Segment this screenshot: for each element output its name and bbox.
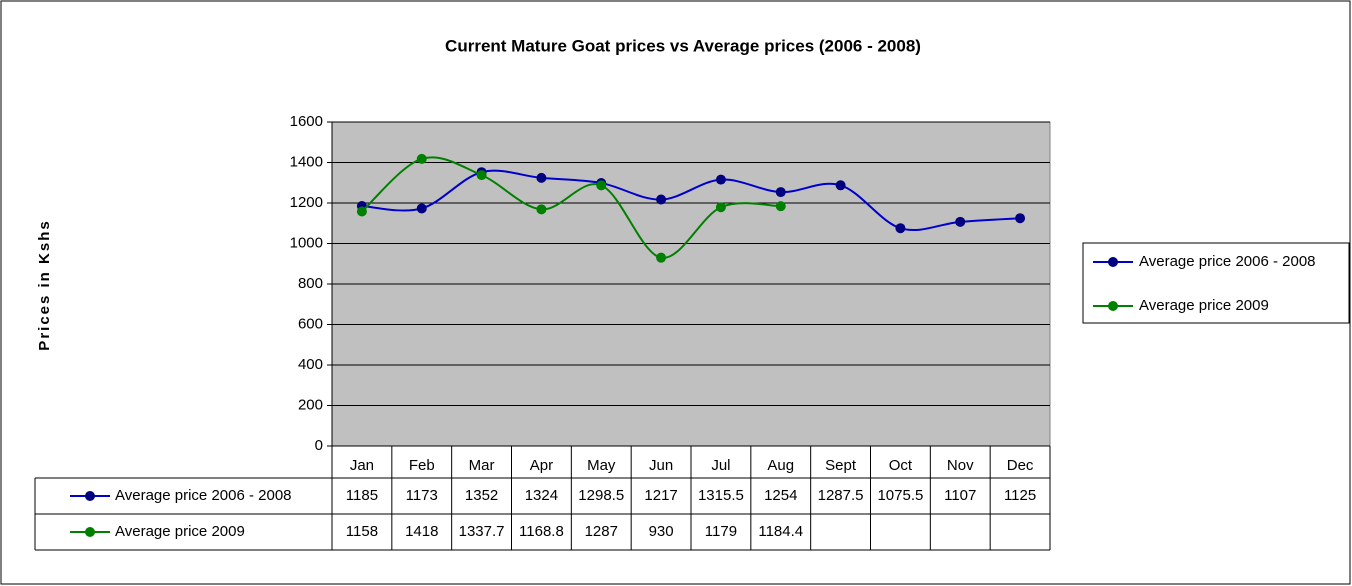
y-tick-label: 1200 [290, 194, 323, 211]
x-tick-label: Apr [530, 457, 553, 474]
chart-title: Current Mature Goat prices vs Average pr… [445, 36, 921, 55]
marker [536, 172, 547, 183]
marker [835, 180, 846, 191]
marker [895, 223, 906, 234]
x-tick-label: Mar [469, 457, 495, 474]
legend-marker [85, 491, 95, 501]
table-cell: 1168.8 [519, 523, 564, 540]
table-cell: 930 [649, 523, 674, 540]
x-tick-label: Nov [947, 457, 974, 474]
marker [356, 206, 367, 217]
x-tick-label: Jul [711, 457, 730, 474]
x-tick-label: May [587, 457, 616, 474]
table-cell: 1324 [525, 487, 558, 504]
x-tick-label: Sept [825, 457, 857, 474]
table-cell: 1337.7 [459, 523, 505, 540]
marker [955, 216, 966, 227]
y-tick-label: 1600 [290, 113, 323, 130]
legend-label: Average price 2006 - 2008 [1139, 253, 1316, 270]
y-tick-label: 600 [298, 315, 323, 332]
y-tick-label: 0 [315, 437, 323, 454]
marker [476, 170, 487, 181]
marker [536, 204, 547, 215]
y-tick-label: 800 [298, 275, 323, 292]
table-cell: 1185 [346, 487, 378, 504]
table-cell: 1352 [465, 487, 498, 504]
table-cell: 1107 [944, 487, 976, 504]
x-tick-label: Jun [649, 457, 673, 474]
marker [715, 202, 726, 213]
y-tick-label: 1000 [290, 234, 323, 251]
table-cell: 1287.5 [818, 487, 864, 504]
x-tick-label: Oct [889, 457, 913, 474]
marker [775, 187, 786, 198]
x-tick-label: Dec [1007, 457, 1034, 474]
table-legend-label: Average price 2006 - 2008 [115, 487, 292, 504]
legend-label: Average price 2009 [1139, 297, 1269, 314]
x-tick-label: Feb [409, 457, 435, 474]
y-axis-label: Prices in Kshs [36, 219, 53, 350]
table-cell: 1315.5 [698, 487, 744, 504]
table-cell: 1158 [346, 523, 378, 540]
table-legend-label: Average price 2009 [115, 523, 245, 540]
y-tick-label: 1400 [290, 153, 323, 170]
y-tick-label: 400 [298, 356, 323, 373]
table-cell: 1173 [406, 487, 438, 504]
marker [416, 153, 427, 164]
marker [1015, 213, 1026, 224]
legend-marker [1108, 301, 1118, 311]
y-tick-label: 200 [298, 396, 323, 413]
table-cell: 1217 [644, 487, 677, 504]
marker [715, 174, 726, 185]
marker [775, 201, 786, 212]
table-cell: 1254 [764, 487, 797, 504]
legend-marker [1108, 257, 1118, 267]
marker [656, 252, 667, 263]
legend [1082, 242, 1350, 324]
legend-marker [85, 527, 95, 537]
marker [416, 203, 427, 214]
table-cell: 1075.5 [877, 487, 923, 504]
marker [656, 194, 667, 205]
marker [596, 180, 607, 191]
table-cell: 1125 [1004, 487, 1036, 504]
table-cell: 1418 [405, 523, 438, 540]
table-cell: 1184.4 [758, 523, 803, 540]
table-cell: 1287 [585, 523, 618, 540]
table-cell: 1298.5 [578, 487, 624, 504]
x-tick-label: Jan [350, 457, 374, 474]
x-tick-label: Aug [767, 457, 794, 474]
table-cell: 1179 [705, 523, 737, 540]
